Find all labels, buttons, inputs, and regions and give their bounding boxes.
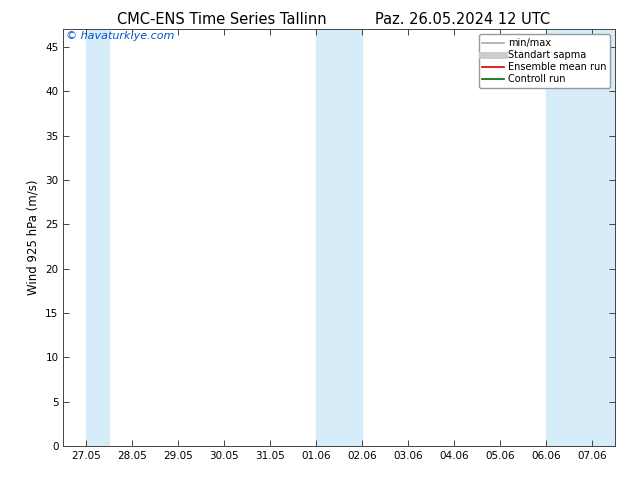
Bar bbox=[316, 29, 362, 446]
Text: Paz. 26.05.2024 12 UTC: Paz. 26.05.2024 12 UTC bbox=[375, 12, 550, 27]
Y-axis label: Wind 925 hPa (m/s): Wind 925 hPa (m/s) bbox=[27, 180, 40, 295]
Text: CMC-ENS Time Series Tallinn: CMC-ENS Time Series Tallinn bbox=[117, 12, 327, 27]
Bar bbox=[86, 29, 110, 446]
Bar bbox=[546, 29, 615, 446]
Legend: min/max, Standart sapma, Ensemble mean run, Controll run: min/max, Standart sapma, Ensemble mean r… bbox=[479, 34, 610, 88]
Text: © havaturkiye.com: © havaturkiye.com bbox=[66, 31, 174, 42]
